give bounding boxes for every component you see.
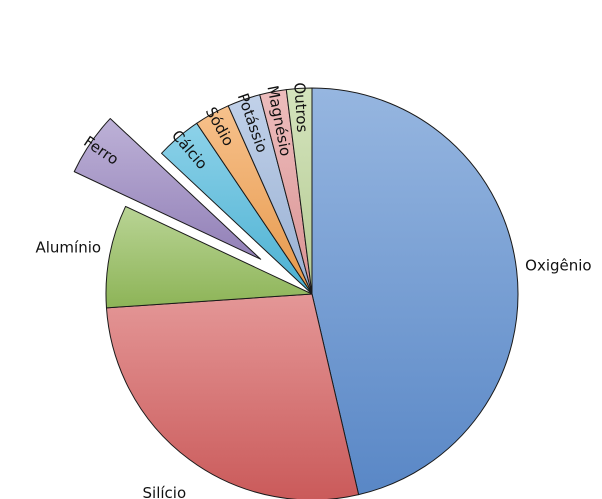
pie-slice-oxigenio — [311, 87, 519, 496]
pie-slice-outros — [285, 87, 313, 295]
pie-label-oxigenio: Oxigênio — [525, 256, 591, 274]
pie-label-outros: Outros — [290, 82, 311, 133]
pie-label-silicio: Silício — [143, 484, 187, 499]
pie-slice-silicio — [105, 293, 360, 499]
pie-label-aluminio: Alumínio — [35, 239, 101, 257]
pie-slice-ferro — [73, 118, 262, 260]
pie-slice-aluminio — [105, 205, 313, 309]
pie-slices — [73, 87, 519, 499]
